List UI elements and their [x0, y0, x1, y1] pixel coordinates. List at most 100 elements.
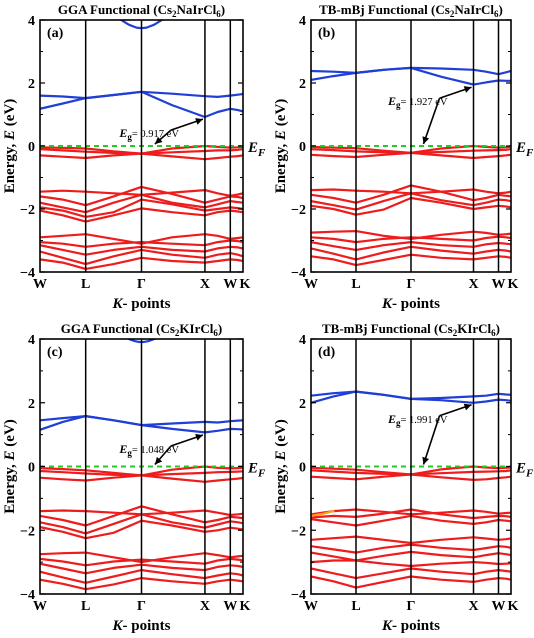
k-point-label: W — [304, 277, 318, 292]
title-subscript: 6 — [216, 9, 221, 19]
y-tick-label: 0 — [299, 461, 306, 476]
valence-band-line — [311, 196, 511, 216]
k-point-label: L — [351, 599, 360, 614]
y-tick-label: −4 — [291, 588, 306, 603]
y-tick-label: −4 — [291, 266, 306, 281]
x-axis-label: K- points — [381, 296, 440, 312]
gap-symbol-sub: g — [127, 132, 132, 142]
conduction-band-line — [40, 90, 243, 119]
valence-band-line — [311, 543, 511, 554]
valence-band-line — [40, 244, 243, 256]
fermi-label-sub: F — [257, 468, 266, 480]
fermi-label-main: E — [515, 461, 526, 477]
y-tick-label: 0 — [28, 461, 35, 476]
fermi-label-sub: F — [525, 468, 534, 480]
gap-arrow-up-head — [463, 86, 472, 93]
fermi-level-label: EF — [515, 140, 534, 159]
panel-title: TB-mBj Functional (Cs2NaIrCl6) — [319, 2, 503, 19]
y-tick-label: 0 — [299, 140, 306, 155]
x-axis-label: K- points — [381, 618, 440, 634]
k-point-label: L — [351, 277, 360, 292]
valence-band-line — [40, 207, 243, 223]
y-axis-label-segment: (eV) — [2, 419, 18, 450]
k-point-label: W — [33, 599, 47, 614]
y-tick-label: 2 — [299, 77, 306, 92]
title-subscript: 2 — [453, 328, 458, 338]
valence-band-line — [40, 256, 243, 270]
valence-band-line — [40, 474, 243, 483]
gap-value: = 0.917 eV — [132, 129, 179, 140]
title-segment: NaIrCl — [454, 2, 494, 17]
valence-band-line — [40, 144, 243, 155]
band-gap-label: Eg= 1.927 eV — [387, 94, 448, 110]
title-segment: KIrCl — [457, 321, 491, 336]
gap-arrow-down-head — [422, 136, 430, 144]
valence-band-line — [40, 505, 243, 527]
y-axis-label-segment: Energy, — [2, 140, 18, 193]
gap-symbol-sub: g — [396, 418, 401, 428]
gap-arrow-down-head — [422, 456, 430, 465]
gap-arrow-down-head — [154, 456, 163, 465]
valence-band-line — [40, 152, 243, 161]
x-axis-label-rest: - points — [123, 296, 171, 312]
k-point-label: L — [81, 277, 90, 292]
valence-band-line — [311, 144, 511, 154]
k-point-label: Γ — [407, 599, 416, 614]
valence-band-line — [311, 253, 511, 267]
k-point-label: Γ — [137, 599, 146, 614]
band-gap-label: Eg= 1.048 eV — [118, 442, 179, 458]
gap-arrow-up-head — [463, 403, 472, 411]
y-axis-label-segment: E — [2, 450, 18, 461]
y-axis-label: Energy, E (eV) — [2, 99, 18, 194]
k-point-label: X — [468, 277, 478, 292]
valence-band-line — [40, 185, 243, 207]
y-tick-label: 0 — [28, 140, 35, 155]
title-subscript: 2 — [450, 9, 455, 19]
valence-band-line — [311, 151, 511, 160]
valence-band-line — [40, 577, 243, 591]
valence-band-line — [40, 239, 243, 248]
x-axis-label-italic: K — [381, 296, 393, 312]
fermi-label-main: E — [247, 140, 258, 156]
x-axis-label: K- points — [112, 618, 171, 634]
title-segment: NaIrCl — [177, 2, 217, 17]
band-gap-label: Eg= 0.917 eV — [118, 126, 179, 142]
panel-label: (c) — [47, 345, 63, 360]
fermi-level-label: EF — [247, 140, 266, 159]
x-axis-label-rest: - points — [392, 618, 440, 634]
panel-label: (d) — [318, 345, 335, 360]
valence-band-line — [311, 148, 511, 154]
valence-band-line — [40, 198, 243, 218]
y-axis-label-segment: (eV) — [273, 99, 289, 130]
y-tick-label: 2 — [28, 397, 35, 412]
y-axis-label-segment: Energy, — [273, 140, 289, 193]
gap-arrow-up-head — [195, 433, 203, 441]
y-axis-label: Energy, E (eV) — [2, 419, 18, 514]
conduction-band-line — [40, 415, 243, 434]
gap-symbol-sub: g — [396, 100, 401, 110]
valence-band-line — [311, 535, 511, 545]
y-tick-label: −2 — [291, 524, 306, 539]
k-point-label: W — [492, 599, 506, 614]
x-axis-label-italic: K — [112, 296, 124, 312]
x-axis-label-italic: K — [112, 618, 124, 634]
fermi-label-sub: F — [525, 147, 534, 159]
highlight-band-line — [311, 510, 335, 517]
panel-label: (b) — [318, 26, 335, 41]
y-tick-label: 4 — [299, 14, 306, 29]
gap-symbol: E — [387, 412, 396, 426]
y-tick-label: 2 — [28, 77, 35, 92]
gap-symbol: E — [118, 442, 127, 456]
k-point-label: W — [223, 599, 237, 614]
valence-band-line — [311, 575, 511, 589]
y-axis-label-segment: E — [273, 130, 289, 141]
conduction-band-line — [311, 66, 511, 86]
gap-symbol-sub: g — [127, 448, 132, 458]
k-point-label: Γ — [407, 277, 416, 292]
title-subscript: 6 — [494, 9, 499, 19]
k-point-label: X — [200, 277, 210, 292]
y-tick-label: −2 — [20, 203, 35, 218]
